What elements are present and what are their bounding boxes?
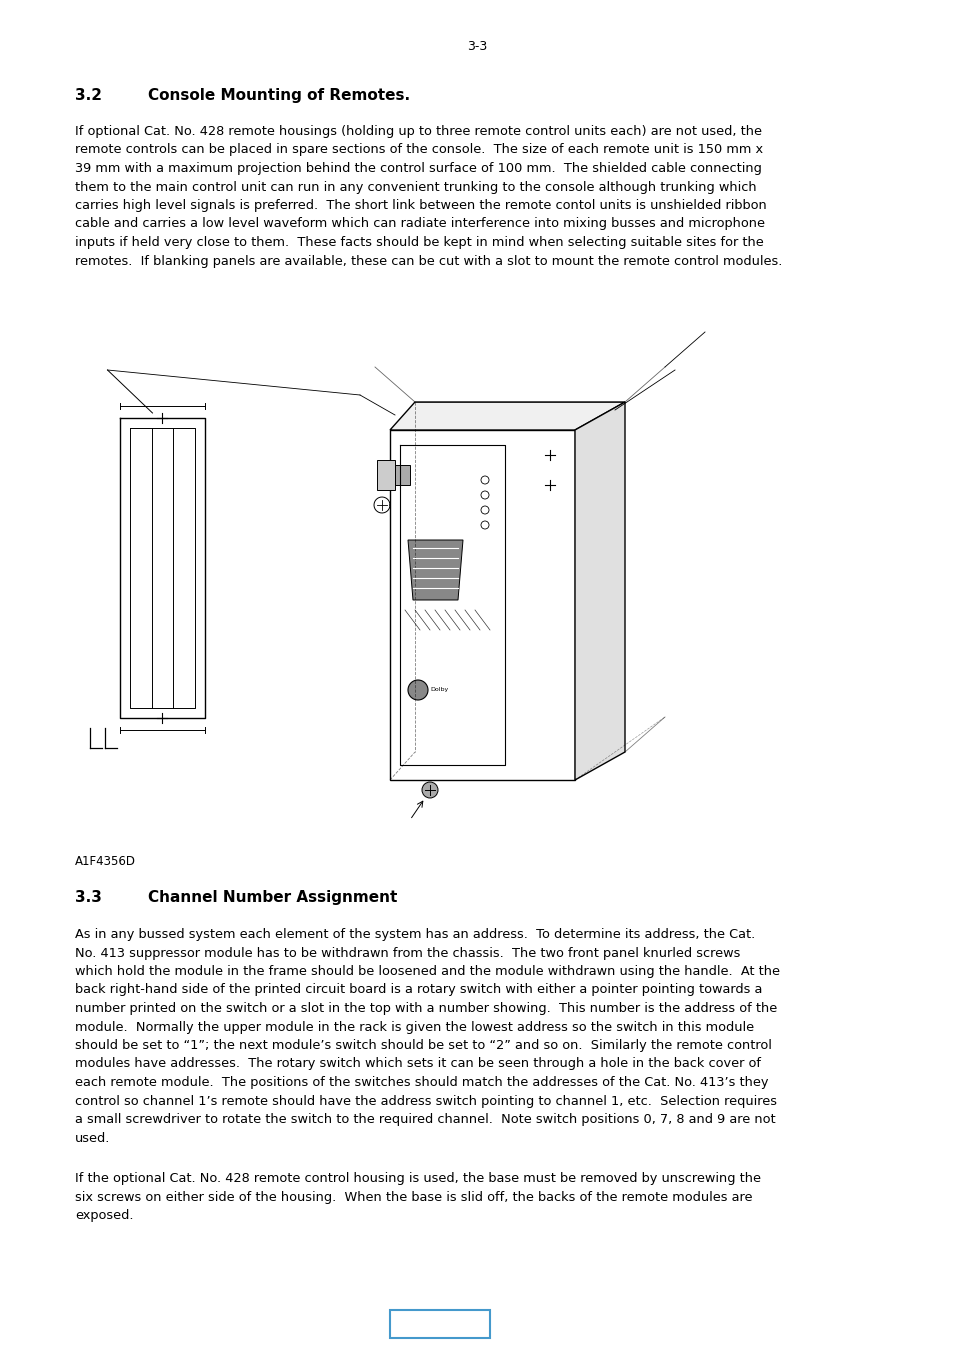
Text: exposed.: exposed.: [75, 1209, 133, 1223]
Text: control so channel 1’s remote should have the address switch pointing to channel: control so channel 1’s remote should hav…: [75, 1094, 776, 1108]
Text: number printed on the switch or a slot in the top with a number showing.  This n: number printed on the switch or a slot i…: [75, 1002, 777, 1015]
Text: 3.2: 3.2: [75, 88, 102, 103]
Text: modules have addresses.  The rotary switch which sets it can be seen through a h: modules have addresses. The rotary switc…: [75, 1058, 760, 1070]
Text: A1F4356D: A1F4356D: [75, 855, 136, 867]
Circle shape: [480, 507, 489, 513]
Text: If the optional Cat. No. 428 remote control housing is used, the base must be re: If the optional Cat. No. 428 remote cont…: [75, 1173, 760, 1185]
Bar: [390, 1310, 490, 1337]
Text: 3-3: 3-3: [466, 41, 487, 53]
Circle shape: [480, 521, 489, 530]
Text: each remote module.  The positions of the switches should match the addresses of: each remote module. The positions of the…: [75, 1075, 768, 1089]
Bar: [395, 465, 410, 485]
Circle shape: [421, 782, 437, 798]
Text: 39 mm with a maximum projection behind the control surface of 100 mm.  The shiel: 39 mm with a maximum projection behind t…: [75, 162, 761, 176]
Text: remote controls can be placed in spare sections of the console.  The size of eac: remote controls can be placed in spare s…: [75, 143, 762, 157]
Text: inputs if held very close to them.  These facts should be kept in mind when sele: inputs if held very close to them. These…: [75, 236, 763, 249]
Text: a small screwdriver to rotate the switch to the required channel.  Note switch p: a small screwdriver to rotate the switch…: [75, 1113, 775, 1125]
Text: 3.3: 3.3: [75, 890, 102, 905]
Text: carries high level signals is preferred.  The short link between the remote cont: carries high level signals is preferred.…: [75, 199, 766, 212]
Bar: [376, 459, 395, 490]
Polygon shape: [390, 403, 624, 430]
Text: which hold the module in the frame should be loosened and the module withdrawn u: which hold the module in the frame shoul…: [75, 965, 780, 978]
Polygon shape: [408, 540, 462, 600]
Text: Console Mounting of Remotes.: Console Mounting of Remotes.: [148, 88, 410, 103]
Text: Channel Number Assignment: Channel Number Assignment: [148, 890, 397, 905]
Text: them to the main control unit can run in any convenient trunking to the console : them to the main control unit can run in…: [75, 181, 756, 193]
Polygon shape: [390, 430, 575, 780]
Text: cable and carries a low level waveform which can radiate interference into mixin: cable and carries a low level waveform w…: [75, 218, 764, 231]
Circle shape: [480, 476, 489, 484]
Text: If optional Cat. No. 428 remote housings (holding up to three remote control uni: If optional Cat. No. 428 remote housings…: [75, 126, 761, 138]
Text: six screws on either side of the housing.  When the base is slid off, the backs : six screws on either side of the housing…: [75, 1190, 752, 1204]
Text: should be set to “1”; the next module’s switch should be set to “2” and so on.  : should be set to “1”; the next module’s …: [75, 1039, 771, 1052]
Text: As in any bussed system each element of the system has an address.  To determine: As in any bussed system each element of …: [75, 928, 755, 942]
Text: Dolby: Dolby: [430, 688, 448, 693]
Text: No. 413 suppressor module has to be withdrawn from the chassis.  The two front p: No. 413 suppressor module has to be with…: [75, 947, 740, 959]
Circle shape: [480, 490, 489, 499]
Polygon shape: [575, 403, 624, 780]
Text: module.  Normally the upper module in the rack is given the lowest address so th: module. Normally the upper module in the…: [75, 1020, 753, 1034]
Text: remotes.  If blanking panels are available, these can be cut with a slot to moun: remotes. If blanking panels are availabl…: [75, 254, 781, 267]
Text: used.: used.: [75, 1132, 111, 1144]
Circle shape: [408, 680, 428, 700]
Text: back right-hand side of the printed circuit board is a rotary switch with either: back right-hand side of the printed circ…: [75, 984, 761, 997]
